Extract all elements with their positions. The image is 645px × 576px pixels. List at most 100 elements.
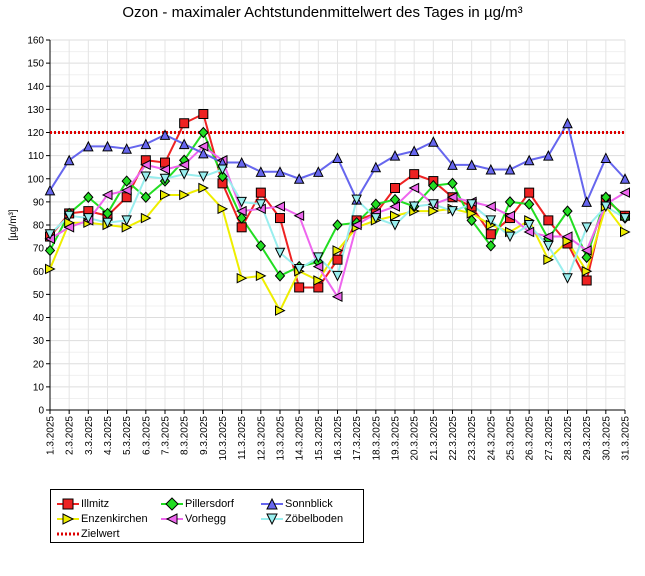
- data-point-zoebelboden: [504, 231, 516, 243]
- data-point-zoebelboden: [313, 252, 324, 263]
- data-point-vorhegg: [408, 182, 420, 194]
- data-point-enzenkirchen: [313, 275, 324, 286]
- legend-label-zielwert: Zielwert: [81, 528, 120, 540]
- legend-marker-illmitz: [57, 498, 79, 510]
- y-tick-label: 0: [38, 406, 44, 417]
- data-point-pillersdorf: [83, 191, 94, 203]
- data-point-enzenkirchen: [198, 182, 209, 194]
- data-point-zoebelboden: [408, 201, 420, 213]
- data-point-zoebelboden: [44, 229, 56, 240]
- data-point-pillersdorf: [198, 126, 209, 139]
- data-point-sonnblick: [389, 150, 401, 161]
- x-tick-label: 17.3.2025: [352, 416, 363, 461]
- data-point-enzenkirchen: [543, 254, 554, 265]
- data-point-illmitz: [198, 109, 209, 119]
- data-point-vorhegg: [485, 201, 496, 212]
- y-tick-label: 130: [27, 105, 44, 116]
- data-point-pillersdorf: [485, 240, 497, 252]
- x-tick-label: 5.3.2025: [122, 416, 133, 455]
- data-point-pillersdorf: [428, 179, 439, 192]
- data-point-pillersdorf: [447, 177, 458, 190]
- x-tick-label: 26.3.2025: [525, 416, 536, 461]
- data-point-sonnblick: [485, 163, 497, 175]
- x-tick-label: 13.3.2025: [276, 416, 287, 461]
- y-tick-labels: 0 10 20 30 40 50 60 70 80 90 100 110 120 130 140 150 160: [27, 36, 44, 417]
- data-point-vorhegg: [446, 191, 458, 203]
- data-point-pillersdorf: [562, 205, 573, 217]
- x-tick-label: 28.3.2025: [563, 416, 574, 461]
- chart-title: Ozon - maximaler Achtstundenmittelwert d…: [122, 4, 523, 21]
- data-point-enzenkirchen: [217, 203, 229, 215]
- data-point-illmitz: [332, 254, 343, 265]
- data-point-sonnblick: [121, 143, 132, 154]
- y-tick-label: 10: [33, 382, 45, 393]
- y-tick-label: 90: [33, 197, 45, 208]
- data-point-enzenkirchen: [179, 189, 190, 201]
- x-tick-label: 6.3.2025: [141, 416, 152, 455]
- y-tick-label: 100: [27, 174, 44, 185]
- data-point-zoebelboden: [543, 240, 554, 252]
- y-tick-label: 40: [33, 313, 45, 324]
- data-point-zoebelboden: [217, 164, 228, 176]
- x-tick-label: 10.3.2025: [218, 416, 229, 461]
- legend-marker-vorhegg: [161, 513, 183, 525]
- data-point-zoebelboden: [332, 270, 343, 282]
- data-point-enzenkirchen: [255, 270, 267, 282]
- data-point-zoebelboden: [619, 213, 631, 224]
- data-point-sonnblick: [274, 166, 286, 177]
- data-point-enzenkirchen: [236, 272, 248, 284]
- data-point-zoebelboden: [293, 263, 305, 275]
- x-tick-label: 12.3.2025: [256, 416, 267, 461]
- data-point-illmitz: [581, 275, 592, 286]
- y-tick-label: 60: [33, 267, 45, 278]
- x-tick-label: 29.3.2025: [582, 416, 593, 461]
- legend-marker-zielwert: [57, 532, 79, 536]
- data-point-pillersdorf: [44, 244, 56, 257]
- data-point-sonnblick: [178, 138, 190, 150]
- data-point-sonnblick: [447, 159, 458, 170]
- data-point-sonnblick: [198, 147, 209, 159]
- x-tick-label: 30.3.2025: [601, 416, 612, 461]
- data-point-vorhegg: [312, 261, 324, 272]
- y-tick-label: 20: [33, 359, 45, 370]
- data-point-illmitz: [255, 187, 266, 198]
- x-tick-label: 31.3.2025: [621, 416, 632, 461]
- data-point-vorhegg: [581, 245, 592, 256]
- data-point-sonnblick: [543, 150, 554, 161]
- data-point-zoebelboden: [447, 206, 458, 217]
- data-point-pillersdorf: [523, 198, 535, 210]
- y-tick-label: 160: [27, 36, 44, 47]
- data-point-vorhegg: [236, 205, 247, 217]
- data-point-pillersdorf: [370, 198, 382, 210]
- data-point-zoebelboden: [140, 171, 152, 183]
- data-point-vorhegg: [351, 219, 362, 231]
- data-point-zoebelboden: [562, 273, 573, 284]
- legend: Illmitz Enzenkirchen Zielwert Pillersdor…: [50, 489, 364, 543]
- data-point-zoebelboden: [102, 217, 113, 229]
- legend-label-zoebelboden: Zöbelboden: [285, 513, 344, 525]
- data-point-illmitz: [294, 282, 305, 293]
- data-point-vorhegg: [159, 164, 170, 175]
- data-point-zoebelboden: [485, 215, 497, 226]
- x-tick-label: 4.3.2025: [103, 416, 114, 455]
- data-point-vorhegg: [121, 185, 132, 196]
- data-point-zoebelboden: [63, 210, 75, 222]
- data-point-pillersdorf: [255, 240, 267, 252]
- data-point-enzenkirchen: [140, 212, 152, 224]
- data-point-vorhegg: [389, 201, 400, 212]
- data-point-sonnblick: [466, 159, 477, 170]
- data-point-enzenkirchen: [620, 226, 631, 238]
- data-point-zoebelboden: [523, 220, 535, 231]
- data-point-illmitz: [524, 187, 535, 198]
- data-point-sonnblick: [504, 163, 516, 175]
- legend-label-sonnblick: Sonnblick: [285, 498, 333, 510]
- y-tick-label: 50: [33, 290, 45, 301]
- legend-label-illmitz: Illmitz: [81, 498, 110, 510]
- data-point-illmitz: [485, 229, 496, 240]
- data-point-vorhegg: [542, 231, 554, 242]
- data-point-sonnblick: [313, 166, 324, 177]
- data-point-sonnblick: [619, 173, 631, 184]
- y-tick-label: 30: [33, 336, 45, 347]
- x-tick-label: 23.3.2025: [467, 416, 478, 461]
- data-point-vorhegg: [331, 291, 343, 302]
